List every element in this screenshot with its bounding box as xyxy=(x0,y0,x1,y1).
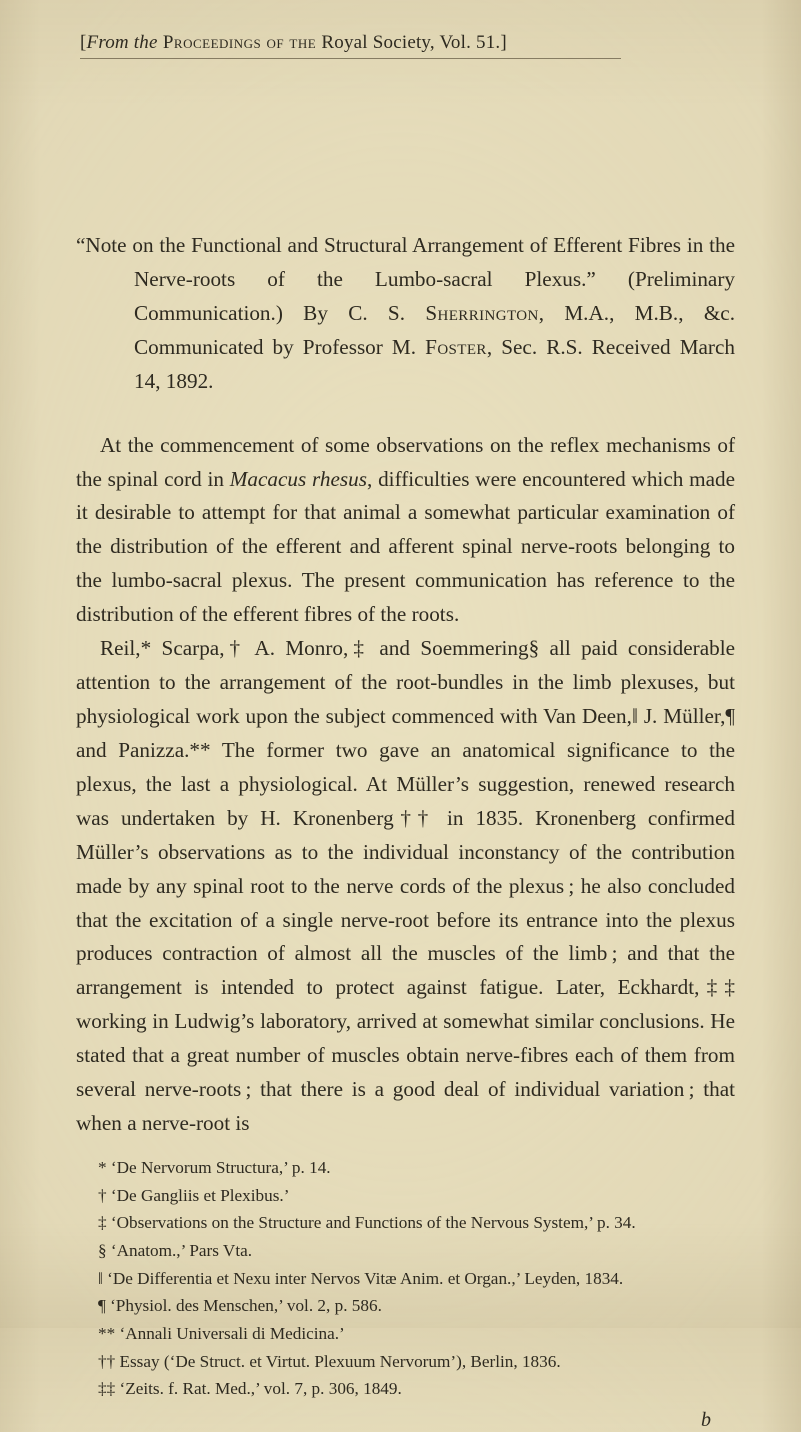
p1-italic-species: Macacus rhesus xyxy=(230,467,367,491)
title-hang: “Note on the Functional and Structural A… xyxy=(76,229,735,399)
rh-from: From the xyxy=(87,32,158,53)
footnotes: * ‘De Nervorum Structura,’ p. 14. † ‘De … xyxy=(98,1155,735,1403)
paragraph-1: At the commencement of some observations… xyxy=(76,429,735,633)
author-sherrington: Sherrington xyxy=(425,301,538,325)
footnote-4: § ‘Anatom.,’ Pars Vta. xyxy=(98,1238,735,1265)
page: [From the Proceedings of the Royal Socie… xyxy=(70,32,741,1288)
footnote-3: ‡ ‘Observations on the Structure and Fun… xyxy=(98,1210,735,1237)
footnote-8: †† Essay (‘De Struct. et Virtut. Plexuum… xyxy=(98,1349,735,1376)
rh-royal: Royal Society, Vol. 51.] xyxy=(321,32,506,53)
paragraph-2: Reil,* Scarpa,† A. Monro,‡ and Soemmerin… xyxy=(76,632,735,1141)
footnote-9: ‡‡ ‘Zeits. f. Rat. Med.,’ vol. 7, p. 306… xyxy=(98,1376,735,1403)
running-head: [From the Proceedings of the Royal Socie… xyxy=(80,32,621,59)
p2-text: Reil,* Scarpa,† A. Monro,‡ and Soemmerin… xyxy=(76,636,735,1135)
communicator-foster: Foster xyxy=(425,335,487,359)
footnote-6: ¶ ‘Physiol. des Menschen,’ vol. 2, p. 58… xyxy=(98,1293,735,1320)
article-title: “Note on the Functional and Structural A… xyxy=(76,229,735,399)
footnote-5: ‖ ‘De Differentia et Nexu inter Nervos V… xyxy=(98,1266,735,1293)
footnote-2: † ‘De Gangliis et Plexibus.’ xyxy=(98,1183,735,1210)
rh-proceedings: Proceedings of the xyxy=(158,32,322,53)
footnote-7: ** ‘Annali Universali di Medicina.’ xyxy=(98,1321,735,1348)
footnote-1: * ‘De Nervorum Structura,’ p. 14. xyxy=(98,1155,735,1182)
signature-mark: b xyxy=(70,1409,711,1432)
